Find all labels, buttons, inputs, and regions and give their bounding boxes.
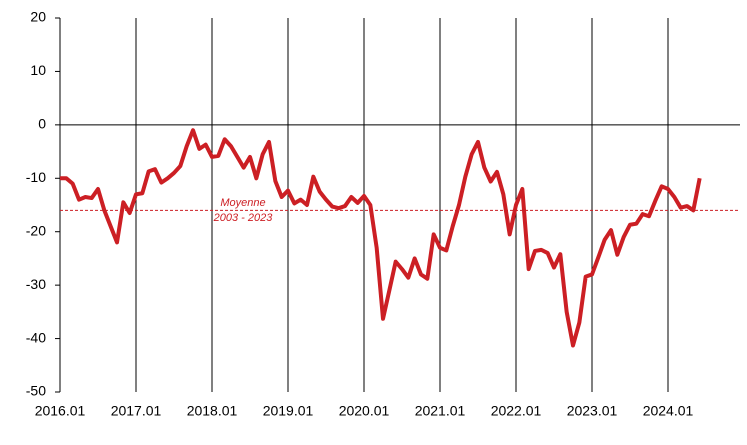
y-tick-label: -10 (26, 169, 46, 185)
y-tick-label: -30 (26, 276, 46, 292)
x-tick-label: 2020.01 (339, 403, 390, 419)
y-tick-label: 10 (30, 62, 46, 78)
y-tick-label: 0 (38, 116, 46, 132)
y-tick-label: -50 (26, 383, 46, 399)
y-tick-label: -40 (26, 329, 46, 345)
average-label: 2003 - 2023 (213, 212, 274, 224)
x-tick-label: 2018.01 (187, 403, 238, 419)
x-tick-label: 2024.01 (643, 403, 694, 419)
x-tick-label: 2021.01 (415, 403, 466, 419)
x-tick-label: 2016.01 (35, 403, 86, 419)
x-tick-label: 2019.01 (263, 403, 314, 419)
y-tick-label: 20 (30, 9, 46, 25)
average-label: Moyenne (220, 197, 265, 209)
data-line (60, 128, 702, 348)
x-tick-label: 2022.01 (491, 403, 542, 419)
x-tick-label: 2023.01 (567, 403, 618, 419)
x-tick-label: 2017.01 (111, 403, 162, 419)
y-tick-label: -20 (26, 222, 46, 238)
